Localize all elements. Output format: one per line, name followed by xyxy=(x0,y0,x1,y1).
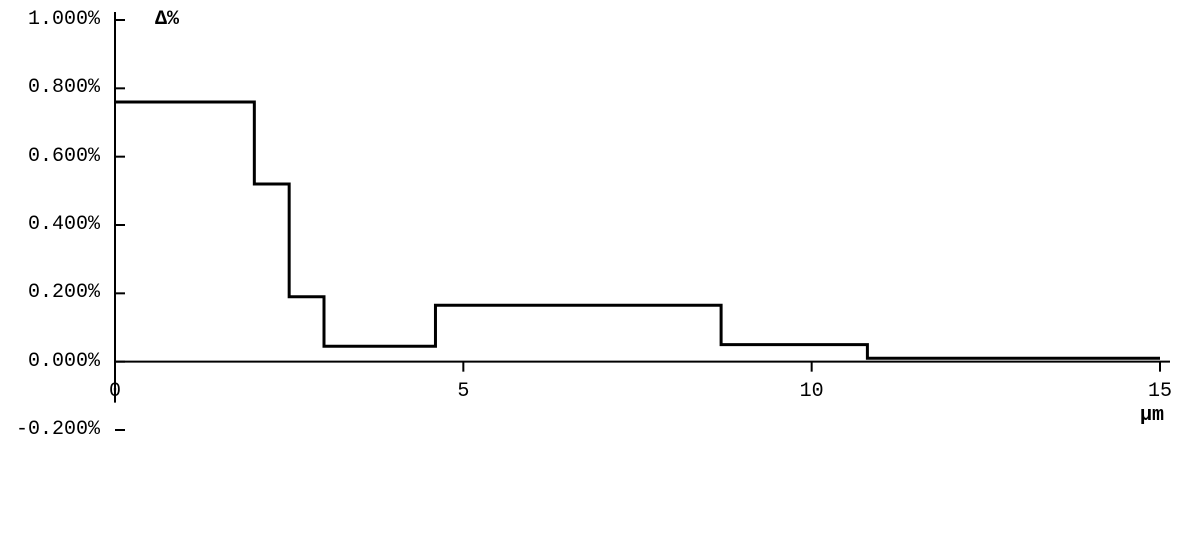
step-chart: -0.200% 0.000% 0.200% 0.400% 0.600% 0.800% 1.0… xyxy=(0,0,1181,552)
x-tick-label: 10 xyxy=(797,380,827,403)
chart-svg xyxy=(0,0,1181,552)
y-tick-label: 0.400% xyxy=(0,213,100,236)
y-tick-label: 1.000% xyxy=(0,8,100,31)
x-tick-label: 15 xyxy=(1145,380,1175,403)
x-axis-unit: μm xyxy=(1140,404,1164,427)
y-axis-title: Δ% xyxy=(155,8,179,31)
y-tick-label: 0.000% xyxy=(0,350,100,373)
y-tick-label: 0.200% xyxy=(0,281,100,304)
x-tick-label: 0 xyxy=(100,380,130,403)
y-tick-label: 0.800% xyxy=(0,76,100,99)
y-tick-label: -0.200% xyxy=(0,418,100,441)
y-tick-label: 0.600% xyxy=(0,145,100,168)
x-tick-label: 5 xyxy=(448,380,478,403)
step-line xyxy=(115,102,1160,358)
